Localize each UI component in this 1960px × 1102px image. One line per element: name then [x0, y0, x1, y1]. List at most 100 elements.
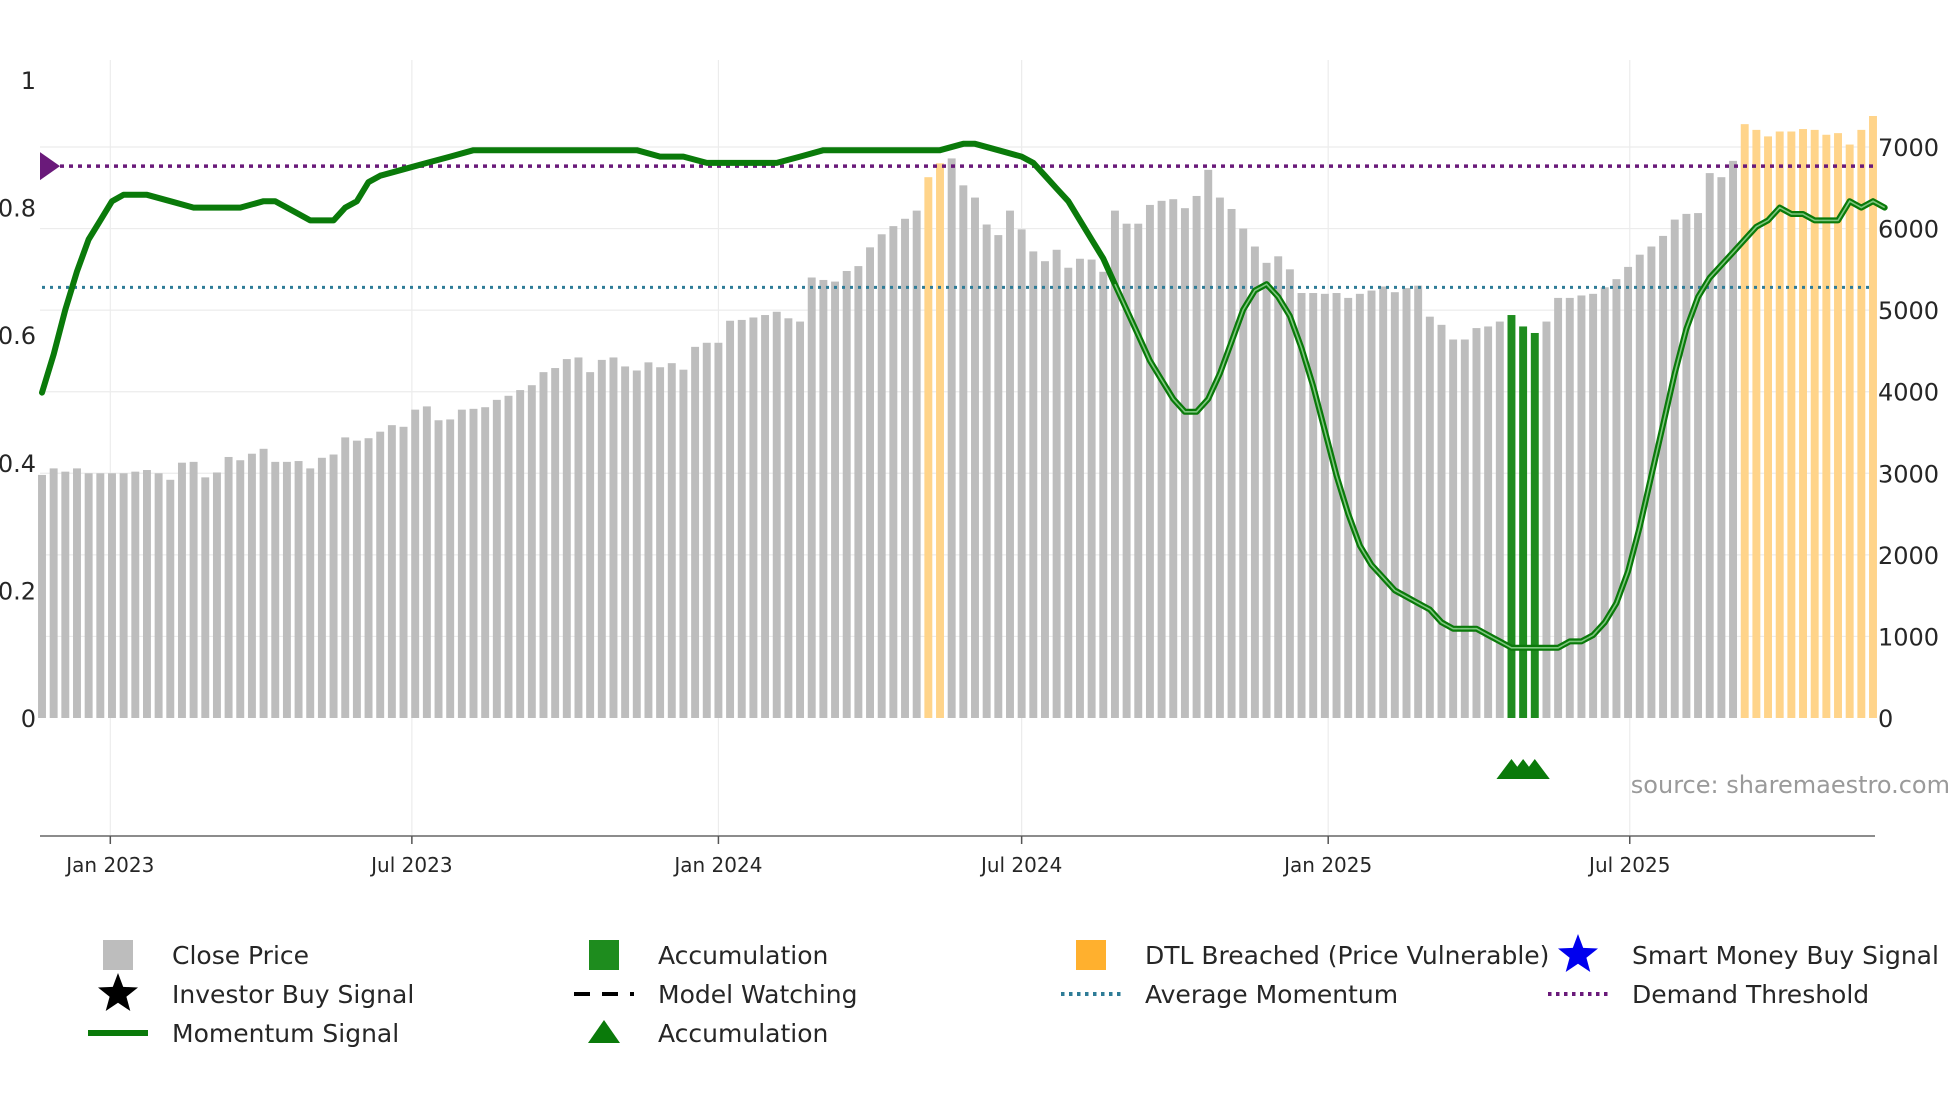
close-price-bar — [1145, 204, 1154, 718]
close-price-bar — [1099, 271, 1108, 718]
close-price-bar — [574, 357, 583, 718]
close-price-bar — [1682, 213, 1691, 719]
close-price-bar — [236, 460, 245, 718]
x-axis-tick-label: Jul 2025 — [1587, 853, 1670, 877]
close-price-bar — [772, 311, 781, 718]
legend-label: Accumulation — [658, 941, 828, 970]
close-price-bar — [247, 453, 256, 718]
close-price-bar — [982, 224, 991, 718]
close-price-bar — [831, 281, 840, 718]
close-price-bar — [422, 406, 431, 718]
close-price-bar — [1554, 297, 1563, 718]
close-price-bar — [1659, 235, 1668, 719]
close-price-bar — [1484, 326, 1493, 718]
close-price-bar — [796, 321, 805, 718]
x-axis-tick-label: Jan 2025 — [1282, 853, 1372, 877]
close-price-bar — [1694, 213, 1703, 718]
legend-label: Model Watching — [658, 980, 858, 1009]
close-price-bar — [1332, 293, 1341, 718]
close-price-bar — [1775, 131, 1784, 718]
right-axis-tick-label: 2000 — [1878, 542, 1939, 570]
reference-lines — [40, 152, 1873, 289]
close-price-bar — [352, 440, 361, 718]
legend-triangle-icon — [588, 1020, 620, 1043]
demand-threshold-marker — [40, 152, 60, 181]
accumulation-markers — [1496, 759, 1550, 779]
x-axis: Jan 2023 Jul 2023 Jan 2024 Jul 2024 Jan 2025… — [40, 835, 1875, 877]
close-price-bar — [154, 473, 163, 718]
close-price-bar — [1787, 131, 1796, 718]
close-price-bar — [959, 185, 968, 719]
close-price-bar — [119, 473, 128, 718]
close-price-bar — [1087, 259, 1096, 718]
left-axis-tick-label: 0 — [21, 705, 36, 733]
close-price-bar — [1006, 210, 1014, 718]
close-price-bar — [376, 431, 385, 718]
close-price-bar — [271, 461, 280, 718]
close-price-bar — [1507, 315, 1516, 718]
close-price-bar — [1600, 287, 1609, 718]
close-price-bar — [539, 372, 548, 718]
close-price-bar — [1402, 288, 1411, 718]
legend-label: Demand Threshold — [1632, 980, 1869, 1009]
close-price-bar — [1589, 293, 1598, 718]
close-price-bar — [1134, 223, 1143, 719]
left-axis-tick-label: 0.4 — [0, 450, 36, 478]
close-price-bar — [38, 474, 46, 718]
x-axis-tick-label: Jul 2024 — [979, 853, 1062, 877]
close-price-bar — [936, 163, 944, 719]
close-price-bar — [1075, 258, 1084, 718]
close-price-bar — [96, 473, 105, 718]
close-price-bar — [889, 226, 898, 719]
close-price-bar — [1239, 228, 1248, 719]
legend-star-icon — [1558, 934, 1598, 972]
right-axis-tick-label: 4000 — [1878, 379, 1939, 407]
close-price-bar — [201, 477, 210, 718]
close-price-bar — [1565, 297, 1574, 718]
close-price-bar — [1180, 208, 1189, 718]
close-price-bar — [1705, 173, 1714, 719]
close-price-bar — [446, 419, 455, 718]
close-price-bar — [1729, 160, 1738, 719]
close-price-bar — [1437, 324, 1446, 718]
close-price-bar — [189, 461, 198, 718]
close-price-bar — [749, 317, 758, 718]
close-price-bar — [329, 454, 338, 718]
close-price-bar — [399, 426, 408, 718]
close-price-bar — [1449, 339, 1458, 718]
x-axis-tick-label: Jan 2024 — [672, 853, 762, 877]
close-price-bar — [1122, 223, 1131, 719]
close-price-bar — [1262, 262, 1271, 718]
legend: Close Price Accumulation DTL Breached (Pri… — [88, 934, 1939, 1048]
close-price-bar — [1717, 177, 1726, 719]
close-price-bar — [259, 448, 268, 718]
momentum-signal-highlight — [1114, 200, 1886, 649]
close-price-bar — [784, 318, 793, 718]
close-price-bar — [819, 279, 828, 718]
close-price-bar — [842, 270, 851, 718]
left-axis-tick-label: 0.8 — [0, 195, 36, 223]
close-price-bar — [1041, 261, 1049, 718]
close-price-bar — [877, 234, 886, 718]
close-price-bar — [854, 266, 863, 718]
close-price-bar — [609, 357, 618, 718]
left-axis-tick-label: 0.2 — [0, 577, 36, 605]
close-price-bar — [714, 342, 723, 718]
close-price-bar — [1390, 292, 1399, 718]
close-price-bar — [1810, 129, 1819, 718]
close-price-bar — [317, 457, 326, 718]
close-price-bar — [702, 342, 711, 718]
close-price-bar — [761, 315, 770, 718]
close-price-bar — [1017, 229, 1026, 718]
close-price-bar — [212, 472, 221, 718]
close-price-bar — [1530, 332, 1539, 718]
close-price-bar — [1542, 321, 1551, 718]
close-price-bar — [166, 479, 175, 718]
close-price-bar — [492, 399, 501, 718]
close-price-bar — [457, 409, 466, 718]
close-price-bar — [1764, 136, 1773, 718]
right-axis-tick-label: 5000 — [1878, 297, 1939, 325]
accumulation-triangle-marker — [1519, 759, 1550, 779]
close-price-bar — [807, 277, 816, 718]
